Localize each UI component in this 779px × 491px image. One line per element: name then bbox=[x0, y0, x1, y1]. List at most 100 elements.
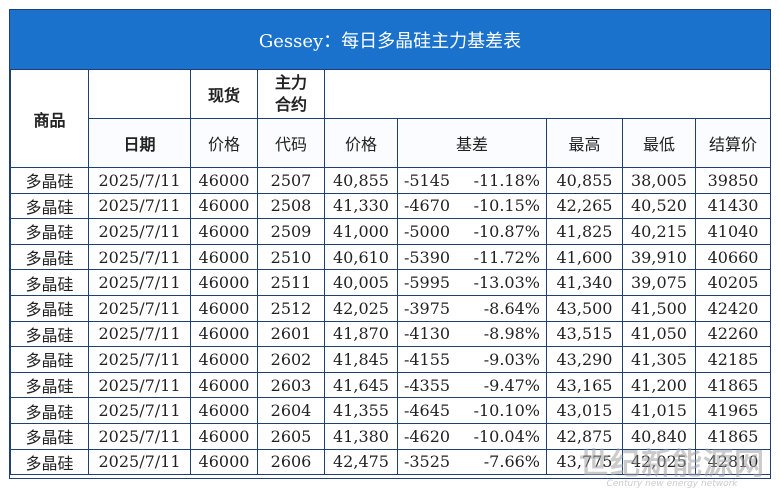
cell-settle: 42810 bbox=[694, 448, 772, 476]
cell-basis: -4130 -8.98% bbox=[397, 320, 547, 348]
cell-spot: 46000 bbox=[190, 371, 258, 399]
cell-high: 40,855 bbox=[546, 167, 623, 194]
cell-price: 42,475 bbox=[324, 448, 398, 476]
cell-high: 41,340 bbox=[546, 269, 623, 296]
cell-high: 43,015 bbox=[546, 397, 623, 424]
cell-product: 多晶硅 bbox=[10, 218, 89, 245]
cell-settle: 39850 bbox=[694, 167, 772, 194]
cell-date: 2025/7/11 bbox=[88, 422, 191, 450]
cell-basis-value: -5000 bbox=[403, 221, 451, 241]
cell-spot: 46000 bbox=[190, 167, 258, 194]
cell-high: 43,290 bbox=[546, 346, 623, 373]
cell-date: 2025/7/11 bbox=[88, 320, 191, 348]
cell-spot: 46000 bbox=[190, 218, 258, 245]
table-row: 多晶硅 2025/7/11 46000 2507 40,855 -5145 -11.18% 4… bbox=[10, 167, 772, 194]
cell-basis-value: -5390 bbox=[403, 247, 451, 267]
cell-basis-value: -5995 bbox=[403, 273, 451, 293]
cell-price: 40,005 bbox=[324, 269, 398, 296]
cell-date: 2025/7/11 bbox=[88, 192, 191, 220]
cell-date: 2025/7/11 bbox=[88, 218, 191, 245]
cell-basis-value: -4130 bbox=[403, 324, 451, 344]
cell-price: 41,000 bbox=[324, 218, 398, 245]
basis-table: 商品 现货 主力 合约 日期 价格 代码 价格 基差 最高 最低 结算价 多晶硅… bbox=[10, 69, 772, 476]
cell-date: 2025/7/11 bbox=[88, 346, 191, 373]
cell-code: 2509 bbox=[257, 218, 325, 245]
header-row-bottom: 日期 价格 代码 价格 基差 最高 最低 结算价 bbox=[11, 118, 772, 168]
cell-settle: 41865 bbox=[694, 371, 772, 399]
cell-settle: 41865 bbox=[694, 422, 772, 450]
header-spot: 现货 bbox=[190, 69, 258, 119]
cell-product: 多晶硅 bbox=[10, 192, 89, 220]
cell-spot: 46000 bbox=[190, 346, 258, 373]
cell-low: 39,910 bbox=[622, 243, 696, 271]
cell-code: 2510 bbox=[257, 243, 325, 271]
cell-product: 多晶硅 bbox=[10, 243, 89, 271]
cell-low: 40,520 bbox=[622, 192, 696, 220]
cell-spot: 46000 bbox=[190, 448, 258, 476]
cell-settle: 42420 bbox=[694, 294, 772, 322]
cell-basis-percent: -9.47% bbox=[483, 375, 540, 395]
cell-product: 多晶硅 bbox=[10, 294, 89, 322]
cell-high: 43,515 bbox=[546, 320, 623, 348]
cell-price: 41,845 bbox=[324, 346, 398, 373]
cell-low: 42,025 bbox=[622, 448, 696, 476]
cell-spot: 46000 bbox=[190, 243, 258, 271]
cell-low: 40,215 bbox=[622, 218, 696, 245]
header-spot-price: 价格 bbox=[190, 118, 258, 168]
watermark-sub: Century new energy network bbox=[606, 479, 738, 489]
cell-basis-percent: -10.15% bbox=[473, 196, 540, 216]
cell-basis-percent: -9.03% bbox=[483, 349, 540, 369]
table-row: 多晶硅 2025/7/11 46000 2602 41,845 -4155 -9.03% 43… bbox=[10, 346, 772, 373]
cell-code: 2511 bbox=[257, 269, 325, 296]
header-blank-right bbox=[323, 69, 772, 119]
cell-date: 2025/7/11 bbox=[88, 397, 191, 424]
cell-basis-percent: -11.72% bbox=[473, 247, 540, 267]
cell-date: 2025/7/11 bbox=[88, 294, 191, 322]
header-main-contract: 主力 合约 bbox=[257, 69, 325, 119]
cell-low: 41,305 bbox=[622, 346, 696, 373]
cell-date: 2025/7/11 bbox=[88, 269, 191, 296]
header-blank bbox=[88, 69, 191, 119]
cell-date: 2025/7/11 bbox=[88, 448, 191, 476]
cell-spot: 46000 bbox=[190, 422, 258, 450]
cell-spot: 46000 bbox=[190, 294, 258, 322]
header-product: 商品 bbox=[10, 69, 89, 168]
cell-low: 38,005 bbox=[622, 167, 696, 194]
cell-price: 41,380 bbox=[324, 422, 398, 450]
cell-product: 多晶硅 bbox=[10, 346, 89, 373]
cell-basis-value: -4155 bbox=[403, 349, 451, 369]
table-row: 多晶硅 2025/7/11 46000 2601 41,870 -4130 -8.98% 43… bbox=[10, 320, 772, 348]
cell-code: 2605 bbox=[257, 422, 325, 450]
cell-basis: -3525 -7.66% bbox=[397, 448, 547, 476]
cell-product: 多晶硅 bbox=[10, 320, 89, 348]
header-main-contract-line2: 合约 bbox=[274, 95, 307, 114]
cell-basis-percent: -11.18% bbox=[473, 170, 540, 190]
cell-price: 40,610 bbox=[324, 243, 398, 271]
cell-high: 42,265 bbox=[546, 192, 623, 220]
cell-price: 41,330 bbox=[324, 192, 398, 220]
header-price: 价格 bbox=[324, 118, 398, 168]
cell-product: 多晶硅 bbox=[10, 448, 89, 476]
cell-spot: 46000 bbox=[190, 320, 258, 348]
header-basis: 基差 bbox=[397, 118, 547, 168]
cell-high: 41,600 bbox=[546, 243, 623, 271]
cell-code: 2507 bbox=[257, 167, 325, 194]
header-settle: 结算价 bbox=[694, 118, 772, 168]
cell-low: 41,200 bbox=[622, 371, 696, 399]
cell-basis-value: -4355 bbox=[403, 375, 451, 395]
cell-basis-percent: -8.98% bbox=[483, 324, 540, 344]
cell-code: 2508 bbox=[257, 192, 325, 220]
cell-settle: 41430 bbox=[694, 192, 772, 220]
cell-high: 42,875 bbox=[546, 422, 623, 450]
table-row: 多晶硅 2025/7/11 46000 2512 42,025 -3975 -8.64% 43… bbox=[10, 294, 772, 322]
cell-code: 2606 bbox=[257, 448, 325, 476]
cell-basis-value: -4645 bbox=[403, 401, 451, 421]
table-title: Gessey：每日多晶硅主力基差表 bbox=[10, 10, 770, 70]
cell-basis-percent: -13.03% bbox=[473, 273, 540, 293]
cell-high: 43,500 bbox=[546, 294, 623, 322]
cell-code: 2601 bbox=[257, 320, 325, 348]
header-date: 日期 bbox=[88, 118, 191, 168]
watermark-main: 世纪新能源网 bbox=[579, 447, 765, 482]
cell-low: 41,015 bbox=[622, 397, 696, 424]
cell-date: 2025/7/11 bbox=[88, 371, 191, 399]
